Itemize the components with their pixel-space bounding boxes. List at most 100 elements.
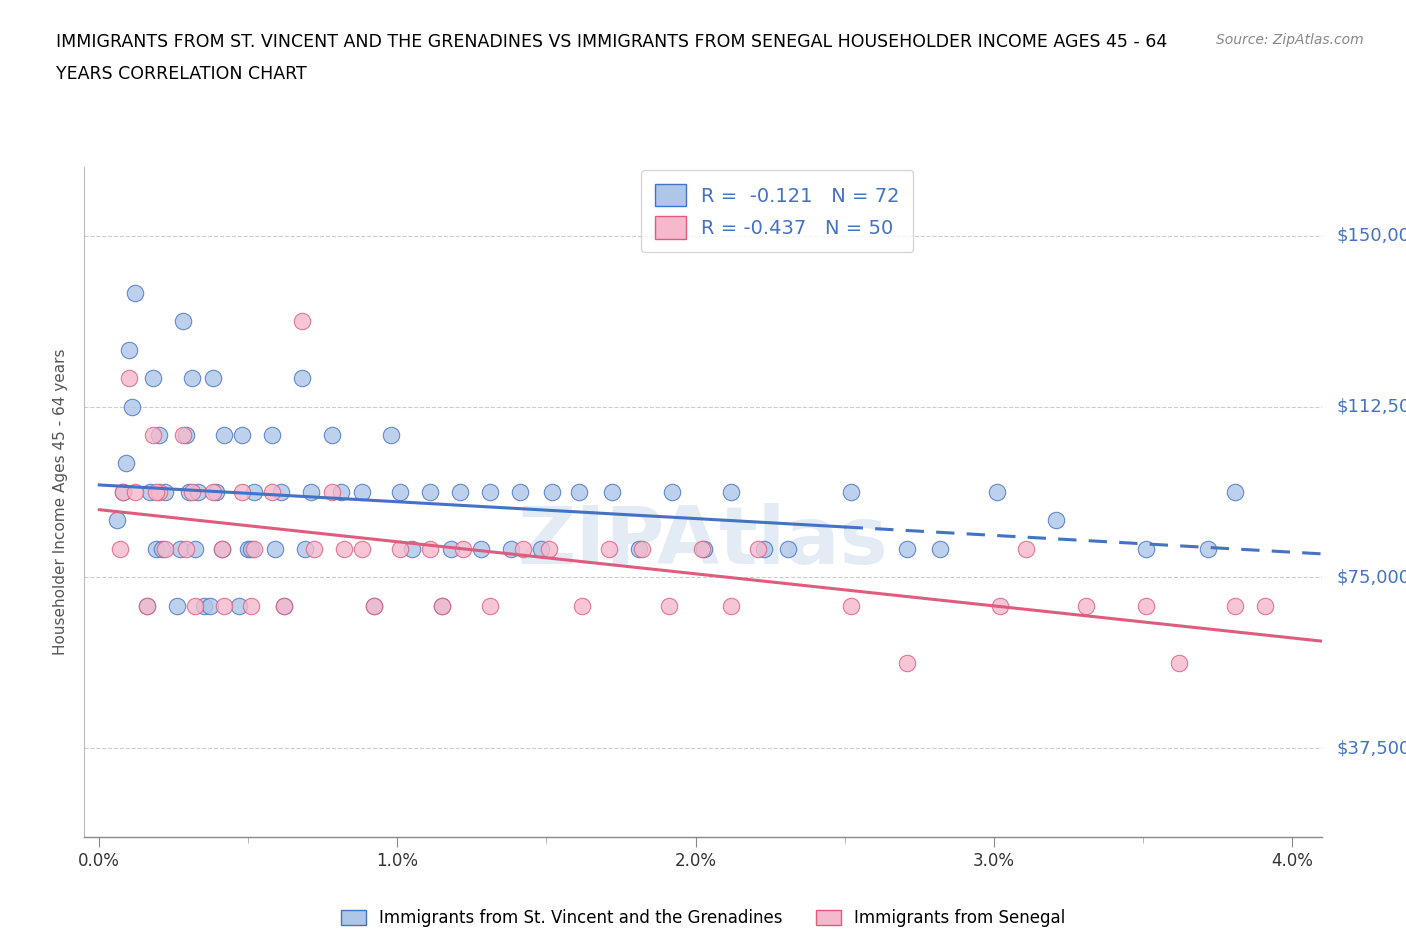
- Point: [661, 485, 683, 499]
- Point: [470, 541, 492, 556]
- Point: [690, 541, 713, 556]
- Point: [986, 485, 1008, 499]
- Point: [329, 485, 352, 499]
- Point: [1135, 541, 1157, 556]
- Point: [1015, 541, 1038, 556]
- Point: [121, 399, 143, 414]
- Point: [214, 598, 236, 613]
- Point: [321, 428, 343, 443]
- Point: [839, 485, 862, 499]
- Point: [172, 428, 194, 443]
- Point: [988, 598, 1011, 613]
- Point: [211, 541, 233, 556]
- Point: [350, 541, 373, 556]
- Point: [380, 428, 402, 443]
- Y-axis label: Householder Income Ages 45 - 64 years: Householder Income Ages 45 - 64 years: [53, 349, 69, 656]
- Point: [172, 313, 194, 328]
- Point: [776, 541, 799, 556]
- Point: [291, 313, 314, 328]
- Point: [231, 485, 253, 499]
- Point: [1135, 598, 1157, 613]
- Point: [174, 541, 197, 556]
- Point: [214, 428, 236, 443]
- Point: [142, 371, 165, 386]
- Point: [124, 286, 146, 300]
- Point: [240, 541, 263, 556]
- Point: [747, 541, 769, 556]
- Text: Source: ZipAtlas.com: Source: ZipAtlas.com: [1216, 33, 1364, 46]
- Point: [150, 541, 173, 556]
- Point: [363, 598, 385, 613]
- Point: [1045, 513, 1067, 528]
- Point: [180, 371, 202, 386]
- Point: [273, 598, 295, 613]
- Point: [177, 485, 200, 499]
- Point: [363, 598, 385, 613]
- Point: [273, 598, 295, 613]
- Point: [139, 485, 162, 499]
- Point: [1254, 598, 1277, 613]
- Point: [262, 428, 284, 443]
- Point: [389, 485, 412, 499]
- Point: [541, 485, 564, 499]
- Point: [299, 485, 322, 499]
- Text: IMMIGRANTS FROM ST. VINCENT AND THE GRENADINES VS IMMIGRANTS FROM SENEGAL HOUSEH: IMMIGRANTS FROM ST. VINCENT AND THE GREN…: [56, 33, 1167, 50]
- Point: [291, 371, 314, 386]
- Text: YEARS CORRELATION CHART: YEARS CORRELATION CHART: [56, 65, 307, 83]
- Point: [538, 541, 561, 556]
- Point: [183, 541, 205, 556]
- Point: [332, 541, 354, 556]
- Point: [294, 541, 316, 556]
- Point: [112, 485, 135, 499]
- Point: [238, 541, 260, 556]
- Legend: Immigrants from St. Vincent and the Grenadines, Immigrants from Senegal: Immigrants from St. Vincent and the Gren…: [335, 902, 1071, 930]
- Text: $37,500: $37,500: [1337, 739, 1406, 757]
- Point: [350, 485, 373, 499]
- Point: [929, 541, 952, 556]
- Point: [231, 428, 253, 443]
- Point: [180, 485, 202, 499]
- Point: [598, 541, 620, 556]
- Point: [118, 371, 141, 386]
- Point: [201, 371, 224, 386]
- Text: $150,000: $150,000: [1337, 227, 1406, 245]
- Point: [174, 428, 197, 443]
- Point: [627, 541, 650, 556]
- Point: [600, 485, 623, 499]
- Point: [193, 598, 215, 613]
- Point: [145, 485, 167, 499]
- Point: [148, 428, 170, 443]
- Point: [302, 541, 325, 556]
- Point: [896, 541, 918, 556]
- Point: [1197, 541, 1219, 556]
- Point: [270, 485, 292, 499]
- Point: [449, 485, 471, 499]
- Point: [262, 485, 284, 499]
- Point: [720, 485, 742, 499]
- Point: [720, 598, 742, 613]
- Point: [499, 541, 522, 556]
- Point: [631, 541, 654, 556]
- Point: [658, 598, 681, 613]
- Point: [166, 598, 188, 613]
- Point: [430, 598, 453, 613]
- Point: [478, 598, 501, 613]
- Point: [115, 456, 138, 471]
- Point: [419, 485, 441, 499]
- Point: [153, 541, 176, 556]
- Point: [240, 598, 263, 613]
- Point: [389, 541, 412, 556]
- Point: [839, 598, 862, 613]
- Point: [478, 485, 501, 499]
- Point: [201, 485, 224, 499]
- Point: [401, 541, 423, 556]
- Point: [183, 598, 205, 613]
- Point: [509, 485, 531, 499]
- Point: [512, 541, 534, 556]
- Point: [440, 541, 463, 556]
- Point: [187, 485, 209, 499]
- Text: $112,500: $112,500: [1337, 397, 1406, 416]
- Point: [419, 541, 441, 556]
- Point: [1074, 598, 1097, 613]
- Point: [1167, 656, 1189, 671]
